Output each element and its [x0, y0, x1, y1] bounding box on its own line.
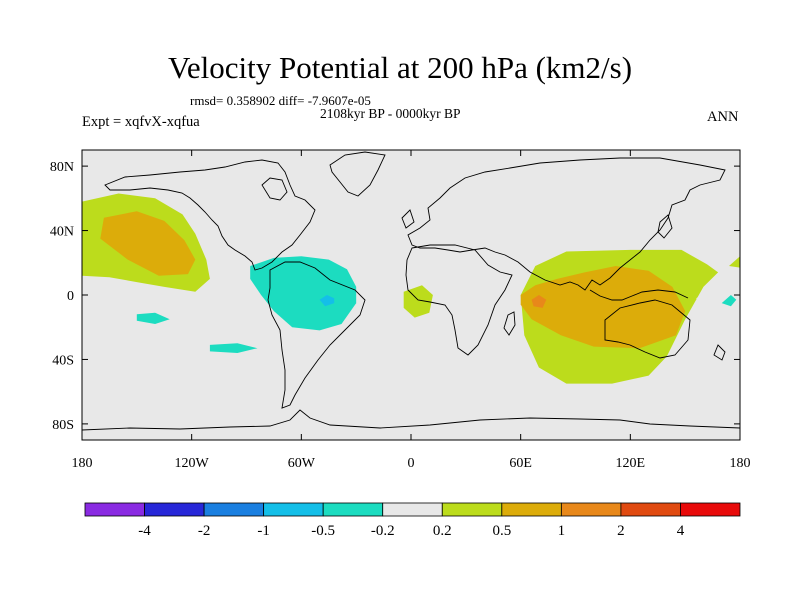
coastline-uk [401, 209, 415, 229]
x-tick-label: 180 [730, 456, 751, 471]
colorbar-label: -4 [138, 523, 151, 539]
coastline-japan [657, 214, 673, 239]
colorbar-swatch [620, 502, 681, 517]
colorbar-label: 0.2 [433, 523, 452, 539]
colorbar-swatch [84, 502, 145, 517]
contour-region-6 [209, 343, 258, 353]
colorbar-swatch [382, 502, 443, 517]
coastline-hudson-bay [261, 177, 288, 201]
x-tick-label: 180 [72, 456, 93, 471]
coastline-africa [405, 244, 513, 356]
coastline-madagascar [503, 311, 516, 336]
x-tick-label: 60W [288, 456, 316, 471]
colorbar-swatch [501, 502, 562, 517]
contour-region-5 [136, 312, 170, 324]
contour-region-3 [250, 256, 357, 331]
colorbar-label: -2 [198, 523, 211, 539]
contour-region-4 [319, 295, 335, 307]
experiment-label: Expt = xqfvX-xqfua [82, 114, 200, 130]
y-tick-label: 0 [67, 289, 74, 304]
colorbar-label: 4 [677, 523, 685, 539]
colorbar-label: 2 [617, 523, 625, 539]
x-tick-label: 120W [175, 456, 210, 471]
contour-region-11 [645, 214, 695, 246]
coastline-south-america [267, 261, 366, 409]
axis-layer: 180 120W 60W 0 60E 120E 180 80N 40N 0 40S 80S [50, 150, 751, 471]
coastline-greenland [329, 151, 386, 197]
y-tick-label: 40N [50, 225, 74, 240]
contour-fill-layer [82, 193, 740, 400]
contour-region-13 [721, 295, 737, 307]
colorbar-label: 1 [558, 523, 566, 539]
y-tick-label: 80S [52, 418, 74, 433]
colorbar-label: 0.5 [492, 523, 511, 539]
contour-region-14 [729, 256, 740, 268]
chart-title: Velocity Potential at 200 hPa (km2/s) [167, 50, 633, 85]
coastline-eurasia [407, 157, 726, 291]
colorbar-swatch [203, 502, 265, 517]
season-label: ANN [707, 109, 739, 125]
colorbar-label: -0.2 [371, 523, 395, 539]
coastline-indonesia [589, 289, 689, 301]
colorbar: -4 -2 -1 -0.5 -0.2 0.2 0.5 1 2 4 [84, 502, 741, 539]
contour-region-1 [100, 211, 196, 276]
rmsd-diff-stats: rmsd= 0.358902 diff= -7.9607e-05 [190, 93, 371, 108]
coastline-north-america [104, 159, 316, 271]
colorbar-label: -0.5 [311, 523, 335, 539]
time-period-label: 2108kyr BP - 0000kyr BP [320, 106, 461, 121]
colorbar-swatch [263, 502, 324, 517]
colorbar-swatch [144, 502, 205, 517]
colorbar-swatch [560, 502, 622, 517]
coastlines [82, 151, 740, 431]
contour-region-9 [520, 266, 686, 349]
y-tick-label: 40S [52, 353, 74, 368]
x-tick-label: 60E [509, 456, 532, 471]
y-tick-label: 80N [50, 160, 74, 175]
coastline-australia [604, 299, 691, 359]
coastline-new-zealand [713, 344, 726, 361]
x-tick-label: 0 [408, 456, 415, 471]
contour-region-10 [531, 295, 547, 308]
coastline-antarctica [82, 409, 740, 431]
x-tick-label: 120E [616, 456, 646, 471]
colorbar-label: -1 [257, 523, 270, 539]
colorbar-swatch [441, 502, 503, 517]
colorbar-swatch [322, 502, 384, 517]
colorbar-swatch [680, 502, 741, 517]
